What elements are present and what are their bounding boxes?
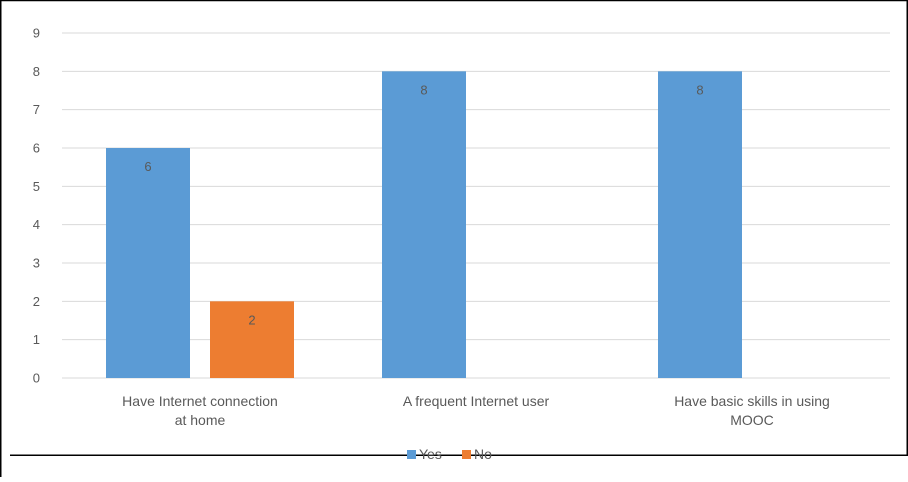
x-category-label: Have Internet connection at home <box>122 393 278 428</box>
legend-swatch-no <box>462 450 471 459</box>
x-category-label: Have basic skills in using MOOC <box>674 393 830 428</box>
bars: 6 2 8 8 <box>106 71 742 378</box>
data-label: 8 <box>420 82 427 97</box>
y-tick-label: 3 <box>33 256 40 271</box>
y-tick-label: 0 <box>33 371 40 386</box>
gridlines <box>62 32 890 379</box>
legend: Yes No <box>407 446 492 462</box>
y-tick-label: 8 <box>33 64 40 79</box>
bar-yes <box>106 148 190 378</box>
bar-yes <box>658 71 742 378</box>
x-axis-category-labels: Have Internet connection at home A frequen… <box>122 393 830 428</box>
legend-label-no: No <box>474 446 492 462</box>
bar-no <box>210 301 294 378</box>
data-label: 6 <box>144 159 151 174</box>
y-tick-label: 9 <box>33 26 40 41</box>
x-category-label-line: Have basic skills in using <box>674 393 830 409</box>
y-axis-tick-labels: 0 1 2 3 4 5 6 7 8 9 <box>33 26 40 386</box>
y-tick-label: 4 <box>33 217 40 232</box>
x-category-label-line: at home <box>175 412 226 428</box>
data-label: 8 <box>696 82 703 97</box>
data-label: 2 <box>248 312 255 327</box>
y-tick-label: 5 <box>33 179 40 194</box>
y-tick-label: 6 <box>33 141 40 156</box>
x-category-label-line: A frequent Internet user <box>403 393 550 409</box>
bar-yes <box>382 71 466 378</box>
x-category-label-line: Have Internet connection <box>122 393 278 409</box>
x-category-label: A frequent Internet user <box>403 393 550 409</box>
y-tick-label: 7 <box>33 102 40 117</box>
legend-swatch-yes <box>407 450 416 459</box>
x-category-label-line: MOOC <box>730 412 774 428</box>
legend-label-yes: Yes <box>419 446 442 462</box>
y-tick-label: 1 <box>33 332 40 347</box>
y-tick-label: 2 <box>33 294 40 309</box>
